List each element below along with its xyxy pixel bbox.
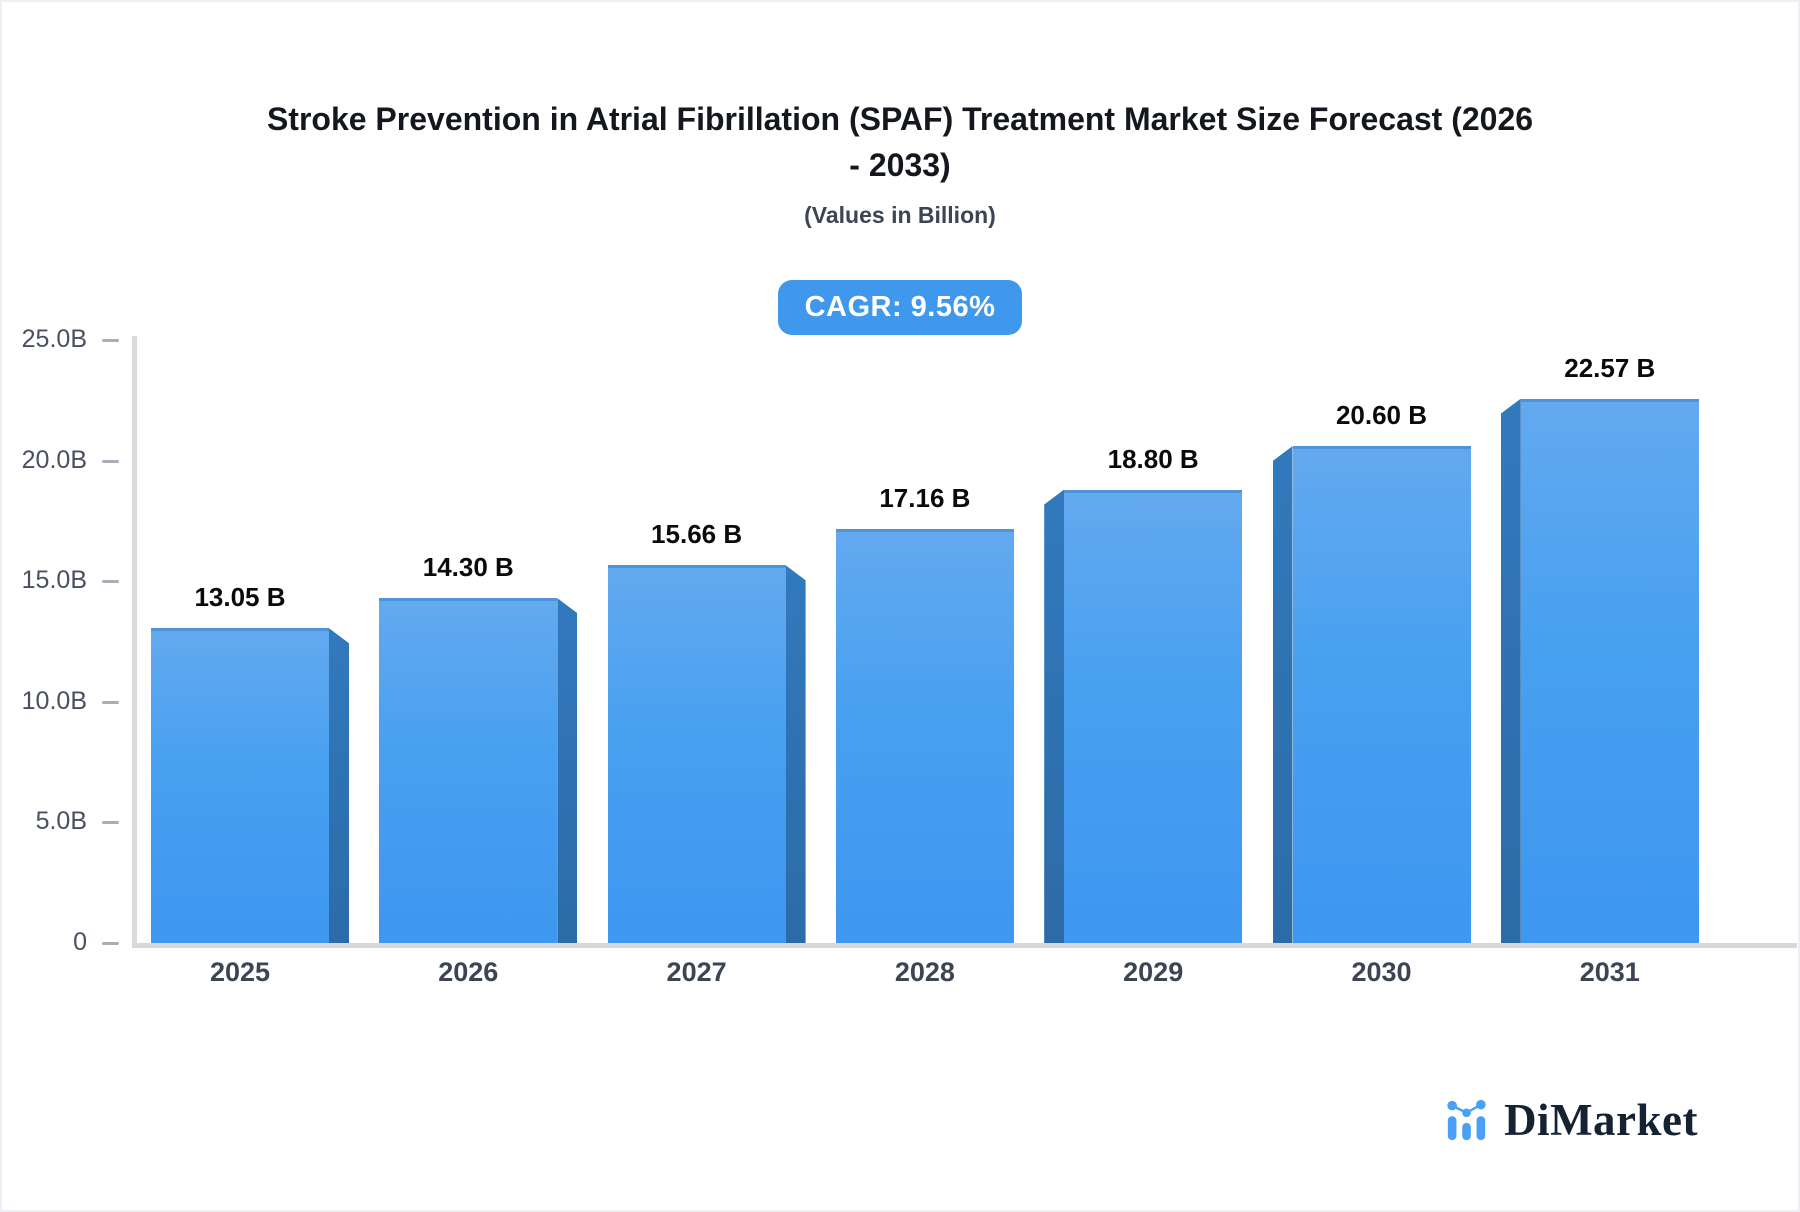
- y-tick-label: 0: [73, 928, 87, 956]
- bar-value-label: 17.16 B: [879, 483, 971, 514]
- x-axis-label: 2029: [1123, 957, 1184, 987]
- bar-value-label: 14.30 B: [422, 552, 514, 583]
- bar-3d-side: [785, 565, 806, 943]
- chart-header: Stroke Prevention in Atrial Fibrillation…: [2, 96, 1798, 335]
- chart-title-line2: - 2033): [849, 147, 951, 183]
- y-tick-mark: [102, 459, 119, 463]
- y-tick-label: 10.0B: [21, 686, 87, 715]
- bar-2030: [1292, 446, 1471, 943]
- y-axis-line: [132, 336, 137, 948]
- bar-2027: [607, 565, 786, 943]
- y-tick-mark: [102, 580, 119, 584]
- x-axis-label: 2028: [894, 957, 955, 987]
- y-tick-mark: [102, 339, 119, 342]
- bar-2026: [379, 598, 558, 943]
- x-axis-label: 2031: [1579, 957, 1640, 987]
- bar-2025: [151, 628, 329, 943]
- y-tick-label: 5.0B: [35, 807, 87, 836]
- bar-3d-side: [557, 598, 578, 943]
- bar-value-label: 22.57 B: [1564, 352, 1656, 383]
- bar-3d-side: [329, 628, 349, 943]
- x-axis-label: 2026: [438, 957, 499, 987]
- bar-value-label: 15.66 B: [651, 519, 743, 550]
- bar-2028: [835, 529, 1014, 943]
- brand-logo: DiMarket: [1444, 1094, 1698, 1146]
- y-tick-label: 20.0B: [21, 445, 87, 474]
- y-tick-label: 15.0B: [21, 566, 87, 595]
- bar-3d-side: [1044, 489, 1065, 943]
- bar-value-label: 18.80 B: [1107, 443, 1199, 474]
- x-axis-line: [132, 943, 1797, 948]
- x-axis-label: 2025: [209, 957, 271, 987]
- y-tick-mark: [102, 700, 119, 704]
- bar-2029: [1064, 489, 1243, 943]
- y-tick-mark: [102, 821, 119, 825]
- x-axis-label: 2030: [1351, 957, 1412, 987]
- y-tick-label: 25.0B: [21, 325, 87, 353]
- cagr-badge: CAGR: 9.56%: [777, 280, 1023, 335]
- dimarket-logo-icon: [1447, 1099, 1486, 1141]
- chart-subtitle: (Values in Billion): [804, 202, 996, 228]
- y-tick-mark: [102, 942, 119, 945]
- bar-3d-side: [1500, 398, 1521, 943]
- bar-2031: [1520, 398, 1699, 943]
- bar-3d-side: [1272, 446, 1293, 943]
- chart-title: Stroke Prevention in Atrial Fibrillation…: [150, 96, 1650, 188]
- bar-value-label: 13.05 B: [194, 582, 286, 613]
- chart-title-line1: Stroke Prevention in Atrial Fibrillation…: [266, 101, 1534, 137]
- brand-name: DiMarket: [1504, 1095, 1698, 1145]
- x-axis-label: 2027: [666, 957, 727, 987]
- bar-value-label: 20.60 B: [1335, 400, 1428, 431]
